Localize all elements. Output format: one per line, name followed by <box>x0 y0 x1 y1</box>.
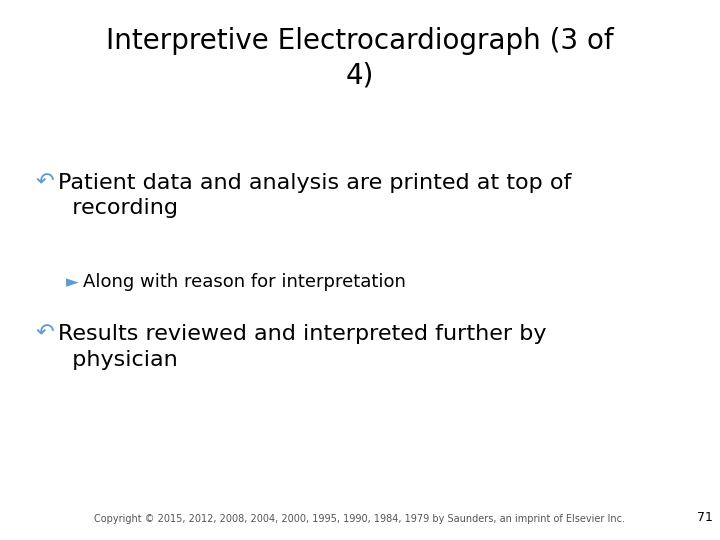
Text: ↶: ↶ <box>35 173 54 193</box>
Text: ↶: ↶ <box>35 324 54 344</box>
Text: Results reviewed and interpreted further by
  physician: Results reviewed and interpreted further… <box>58 324 546 369</box>
Text: Copyright © 2015, 2012, 2008, 2004, 2000, 1995, 1990, 1984, 1979 by Saunders, an: Copyright © 2015, 2012, 2008, 2004, 2000… <box>94 514 626 524</box>
Text: Along with reason for interpretation: Along with reason for interpretation <box>83 273 405 291</box>
Text: Patient data and analysis are printed at top of
  recording: Patient data and analysis are printed at… <box>58 173 571 218</box>
Text: ►: ► <box>66 273 79 291</box>
Text: Interpretive Electrocardiograph (3 of
4): Interpretive Electrocardiograph (3 of 4) <box>106 27 614 90</box>
Text: 71: 71 <box>697 511 713 524</box>
